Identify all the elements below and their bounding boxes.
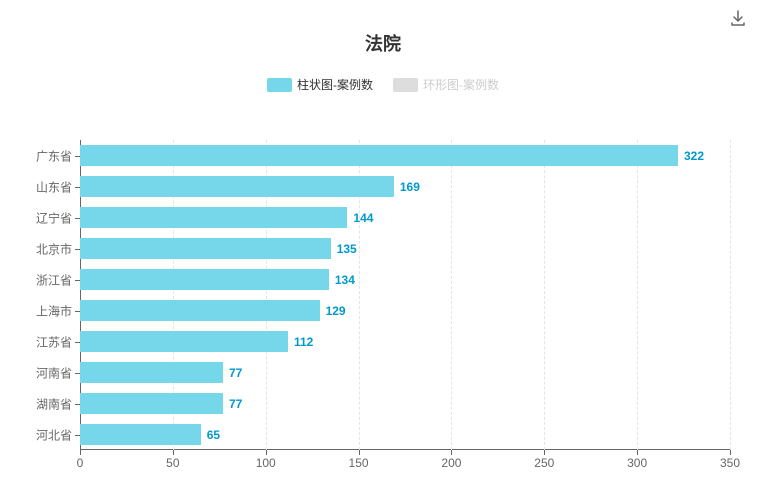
chart-area: 050100150200250300350广东省322山东省169辽宁省144北… — [80, 140, 730, 450]
legend-item-bar[interactable]: 柱状图-案例数 — [267, 76, 373, 93]
x-tick-mark — [730, 450, 731, 455]
bar-value-label: 322 — [684, 149, 704, 163]
bar-value-label: 135 — [337, 242, 357, 256]
bar[interactable] — [80, 300, 320, 321]
gridline — [544, 140, 545, 450]
bar[interactable] — [80, 207, 347, 228]
bar[interactable] — [80, 269, 329, 290]
y-tick-label: 湖南省 — [36, 395, 72, 412]
bar[interactable] — [80, 424, 201, 445]
x-tick-mark — [451, 450, 452, 455]
x-tick-mark — [80, 450, 81, 455]
x-axis-line — [80, 449, 730, 450]
x-tick-label: 350 — [720, 456, 740, 470]
bar-value-label: 169 — [400, 180, 420, 194]
download-icon[interactable] — [730, 10, 746, 31]
y-tick-label: 山东省 — [36, 178, 72, 195]
bar-value-label: 65 — [207, 428, 220, 442]
y-tick-label: 河南省 — [36, 364, 72, 381]
x-tick-label: 250 — [534, 456, 554, 470]
bar[interactable] — [80, 362, 223, 383]
bar[interactable] — [80, 238, 331, 259]
plot: 050100150200250300350广东省322山东省169辽宁省144北… — [80, 140, 730, 450]
legend-label-ring: 环形图-案例数 — [423, 76, 499, 93]
gridline — [730, 140, 731, 450]
y-tick-label: 上海市 — [36, 302, 72, 319]
bar-value-label: 112 — [294, 335, 313, 349]
x-tick-label: 150 — [349, 456, 369, 470]
x-tick-label: 50 — [166, 456, 179, 470]
bar-value-label: 77 — [229, 366, 242, 380]
x-tick-mark — [544, 450, 545, 455]
y-tick-label: 江苏省 — [36, 333, 72, 350]
bar[interactable] — [80, 176, 394, 197]
x-tick-label: 0 — [77, 456, 84, 470]
gridline — [451, 140, 452, 450]
gridline — [637, 140, 638, 450]
bar[interactable] — [80, 331, 288, 352]
legend-item-ring[interactable]: 环形图-案例数 — [393, 76, 499, 93]
x-tick-mark — [359, 450, 360, 455]
bar-value-label: 134 — [335, 273, 355, 287]
bar-value-label: 144 — [353, 211, 373, 225]
x-tick-mark — [637, 450, 638, 455]
x-tick-label: 100 — [256, 456, 276, 470]
bar[interactable] — [80, 145, 678, 166]
y-tick-label: 浙江省 — [36, 271, 72, 288]
y-tick-label: 河北省 — [36, 426, 72, 443]
x-tick-mark — [266, 450, 267, 455]
legend-swatch-ring — [393, 78, 418, 92]
y-tick-label: 广东省 — [36, 147, 72, 164]
bar-value-label: 129 — [326, 304, 346, 318]
legend-label-bar: 柱状图-案例数 — [297, 76, 373, 93]
bar-value-label: 77 — [229, 397, 242, 411]
bar[interactable] — [80, 393, 223, 414]
legend-swatch-bar — [267, 78, 292, 92]
y-tick-label: 北京市 — [36, 240, 72, 257]
x-tick-mark — [173, 450, 174, 455]
chart-container: 法院 柱状图-案例数 环形图-案例数 050100150200250300350… — [0, 0, 766, 500]
legend: 柱状图-案例数 环形图-案例数 — [0, 76, 766, 93]
x-tick-label: 300 — [627, 456, 647, 470]
y-tick-label: 辽宁省 — [36, 209, 72, 226]
x-tick-label: 200 — [441, 456, 461, 470]
chart-title: 法院 — [0, 0, 766, 56]
